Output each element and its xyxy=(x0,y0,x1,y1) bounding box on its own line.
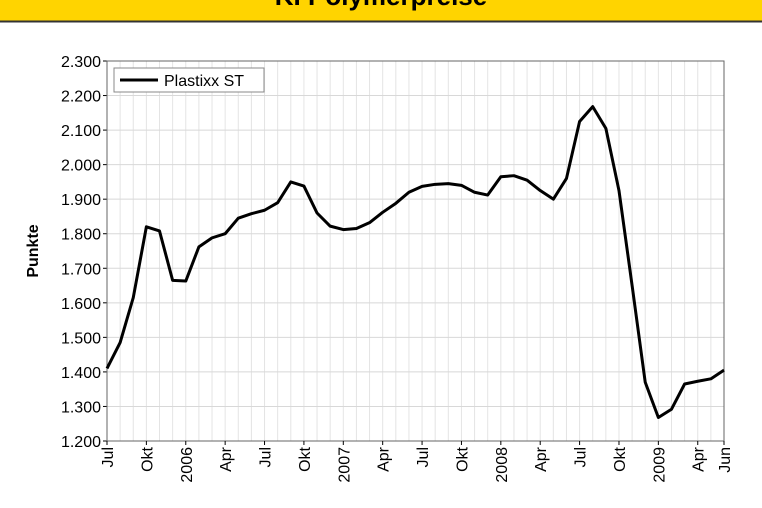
x-tick-label: Jun xyxy=(717,447,734,473)
y-tick-label: 1.400 xyxy=(61,365,101,382)
plot-frame xyxy=(106,60,725,442)
legend-label: Plastixx ST xyxy=(164,73,244,90)
y-tick-label: 1.600 xyxy=(61,296,101,313)
y-tick-label: 2.000 xyxy=(61,158,101,175)
y-tick-label: 2.200 xyxy=(61,89,101,106)
y-tick-label: 1.200 xyxy=(61,434,101,451)
x-tick-label: 2009 xyxy=(651,447,668,483)
x-tick-label: 2006 xyxy=(179,447,196,483)
y-axis-label: Punkte xyxy=(25,224,42,277)
data-line xyxy=(105,105,725,420)
chart-title: KI Polymerpreise xyxy=(275,0,487,11)
x-tick-label: Okt xyxy=(612,446,629,471)
y-tick-label: 2.100 xyxy=(61,123,101,140)
y-tick-label: 1.700 xyxy=(61,261,101,278)
header-bar xyxy=(0,0,762,21)
x-tick-label: Apr xyxy=(376,446,393,472)
y-tick-label: 2.300 xyxy=(61,54,101,71)
x-tick-label: Apr xyxy=(218,446,235,472)
x-tick-label: Apr xyxy=(691,446,708,472)
y-tick-label: 1.900 xyxy=(61,192,101,209)
x-tick-label: Jul xyxy=(100,447,117,467)
y-tick-label: 1.500 xyxy=(61,330,101,347)
x-tick-label: Okt xyxy=(297,446,314,471)
x-tick-label: 2008 xyxy=(494,447,511,483)
x-tick-label: Okt xyxy=(139,446,156,471)
x-tick-label: Apr xyxy=(533,446,550,472)
y-tick-label: 1.300 xyxy=(61,399,101,416)
x-tick-label: Jul xyxy=(258,447,275,467)
x-tick-label: Jul xyxy=(573,447,590,467)
x-tick-label: Jul xyxy=(415,447,432,467)
y-tick-label: 1.800 xyxy=(61,227,101,244)
x-tick-label: Okt xyxy=(454,446,471,471)
x-tick-label: 2007 xyxy=(336,447,353,483)
plot-area xyxy=(107,61,724,441)
